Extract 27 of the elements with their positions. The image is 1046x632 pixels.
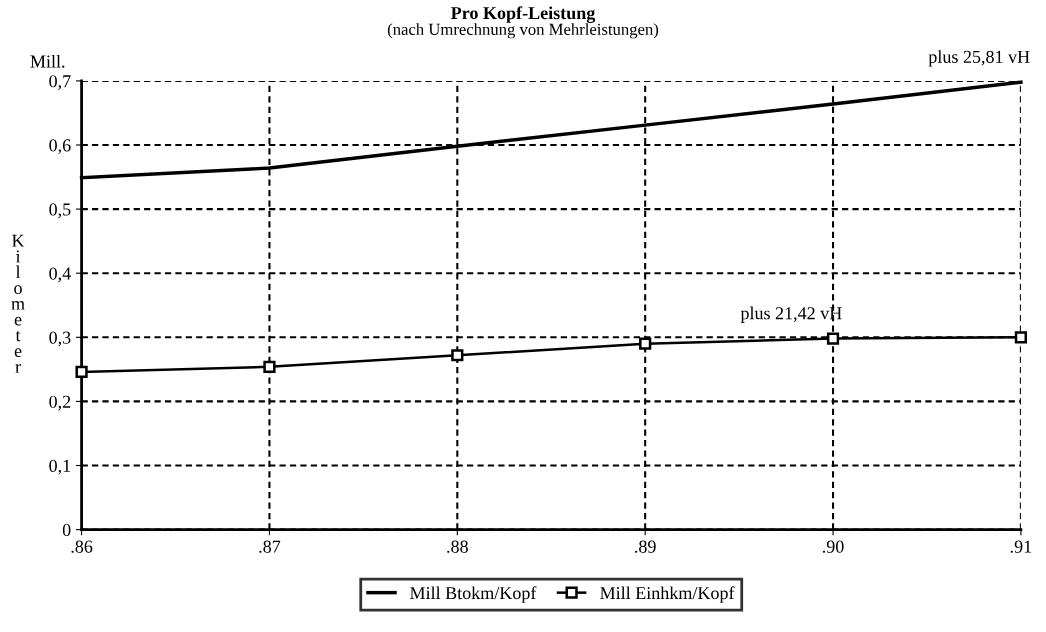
- y-tick-label: 0,4: [49, 267, 71, 283]
- y-tick-label: 0: [62, 523, 71, 537]
- legend-label: Mill Einhkm/Kopf: [600, 586, 735, 603]
- x-tick-label: .90: [822, 540, 844, 553]
- text: Kilometer: [11, 234, 25, 373]
- x-tick-label: .88: [447, 540, 468, 553]
- x-tick-label: .87: [259, 540, 281, 553]
- chart-subtitle: (nach Umrechnung von Mehrleistungen): [387, 23, 659, 39]
- x-tick-label: .89: [635, 540, 656, 553]
- text: Mill.: [30, 54, 65, 68]
- y-tick-label: 0,5: [49, 203, 71, 219]
- x-tick-label: .91: [1010, 540, 1032, 553]
- x-tick-label: .86: [71, 540, 93, 553]
- legend-label: Mill Btokm/Kopf: [410, 586, 537, 603]
- annotation: plus 25,81 vH: [928, 50, 1030, 67]
- y-tick-label: 0,6: [49, 139, 71, 155]
- point: [263, 360, 276, 373]
- point: [451, 349, 464, 362]
- point: [826, 332, 840, 345]
- point: [639, 337, 652, 350]
- y-tick-label: 0,7: [49, 75, 71, 90]
- y-tick-label: 0,3: [49, 331, 71, 347]
- chart-title: Pro Kopf-Leistung: [450, 6, 596, 23]
- point: [75, 365, 88, 379]
- point: [1014, 331, 1028, 344]
- y-tick-label: 0,1: [49, 459, 71, 475]
- y-tick-label: 0,2: [49, 395, 71, 411]
